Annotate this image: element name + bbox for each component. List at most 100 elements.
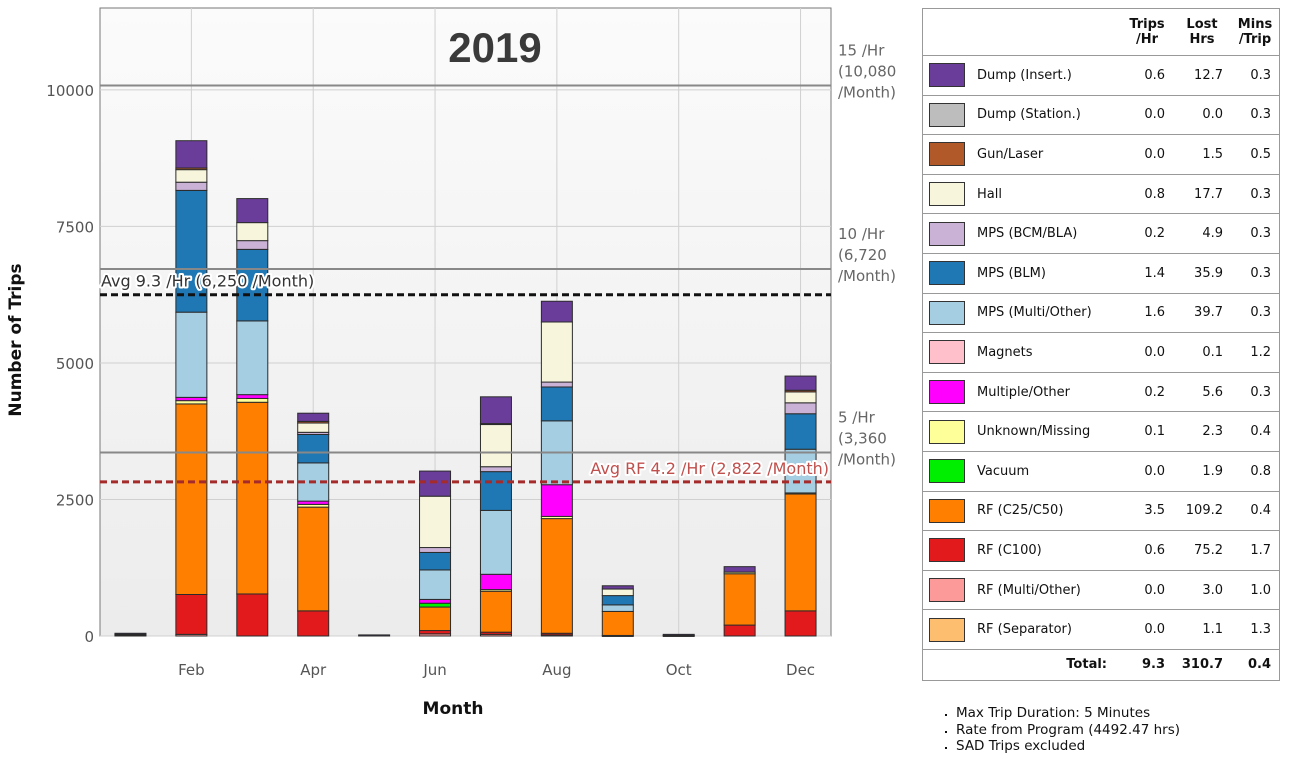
legend-row: MPS (BCM/BLA) 0.2 4.9 0.3: [922, 213, 1280, 254]
bar-segment: [601, 595, 634, 606]
bar-segment: [479, 423, 512, 468]
legend-row: Vacuum 0.0 1.9 0.8: [922, 450, 1280, 492]
bar-segment: [175, 140, 208, 169]
bar-segment: [297, 422, 330, 433]
total-trips-hr: 9.3: [1121, 648, 1173, 681]
legend-trips-hr: 0.1: [1121, 411, 1173, 452]
bar-segment: [175, 181, 208, 191]
legend-trips-hr: 0.0: [1121, 609, 1173, 650]
legend-row: MPS (BLM) 1.4 35.9 0.3: [922, 252, 1280, 294]
bar-segment: [723, 566, 756, 573]
bar-segment: [175, 311, 208, 398]
legend-lost-hrs: 3.0: [1173, 569, 1231, 611]
x-tick-label: Oct: [666, 661, 692, 679]
notes: Max Trip Duration: 5 Minutes Rate from P…: [936, 705, 1180, 755]
total-label: Total:: [922, 648, 1121, 681]
bar-segment: [540, 381, 573, 388]
legend-mins-trip: 0.3: [1231, 94, 1280, 136]
bar-segment: [784, 391, 817, 404]
bar-segment: [419, 569, 452, 600]
legend-lost-hrs: 1.1: [1173, 609, 1231, 650]
bar-segment: [540, 300, 573, 323]
bar-segment: [236, 593, 269, 637]
threshold-label: 15 /Hr: [838, 42, 885, 60]
bar-segment: [236, 222, 269, 242]
legend-category: MPS (BLM): [971, 252, 1121, 294]
legend-trips-hr: 0.6: [1121, 55, 1173, 96]
legend-lost-hrs: 1.5: [1173, 134, 1231, 175]
note-item: Max Trip Duration: 5 Minutes: [956, 705, 1180, 722]
legend-category: MPS (Multi/Other): [971, 292, 1121, 334]
legend-mins-trip: 1.2: [1231, 332, 1280, 373]
legend-category: Hall: [971, 173, 1121, 215]
legend-swatch: [929, 221, 965, 246]
bar-segment: [175, 169, 208, 183]
bar-segment: [236, 240, 269, 250]
legend-category: Vacuum: [971, 450, 1121, 492]
legend-category: RF (C25/C50): [971, 490, 1121, 532]
bar-segment: [479, 466, 512, 473]
bar-segment: [784, 493, 817, 612]
x-tick-label: Jun: [422, 661, 446, 679]
axes: 0 2500 5000 7500 10000 Feb Apr Jun Aug Oct Dec: [46, 82, 815, 679]
legend-swatch: [929, 340, 965, 365]
legend-row: Multiple/Other 0.2 5.6 0.3: [922, 371, 1280, 413]
bar-segment: [419, 606, 452, 632]
legend-mins-trip: 0.3: [1231, 55, 1280, 96]
legend-lost-hrs: 39.7: [1173, 292, 1231, 334]
bar-segment: [236, 401, 269, 595]
legend-category: Magnets: [971, 332, 1121, 373]
legend-swatch-cell: [922, 609, 971, 650]
legend-table-container: Trips /Hr Lost Hrs Mins /Trip Dump (Inse…: [922, 8, 1280, 681]
y-tick-label: 10000: [46, 82, 94, 100]
bar-segment: [236, 397, 269, 403]
threshold-label: /Month): [838, 84, 896, 102]
note-item: Rate from Program (4492.47 hrs): [956, 722, 1180, 739]
bar-segment: [479, 396, 512, 425]
legend-header-row: Trips /Hr Lost Hrs Mins /Trip: [922, 8, 1280, 56]
bar-segment: [297, 506, 330, 612]
legend-trips-hr: 0.8: [1121, 173, 1173, 215]
bar-segment: [601, 610, 634, 636]
bar-segment: [723, 573, 756, 626]
bar-segment: [723, 624, 756, 637]
legend-trips-hr: 0.6: [1121, 530, 1173, 571]
legend-category: Dump (Station.): [971, 94, 1121, 136]
legend-category: Multiple/Other: [971, 371, 1121, 413]
legend-swatch: [929, 63, 965, 88]
legend-swatch-cell: [922, 252, 971, 294]
legend-mins-trip: 0.3: [1231, 292, 1280, 334]
legend-swatch-cell: [922, 411, 971, 452]
notes-list: Max Trip Duration: 5 Minutes Rate from P…: [936, 705, 1180, 755]
legend-swatch-cell: [922, 173, 971, 215]
legend-mins-trip: 0.3: [1231, 371, 1280, 413]
bar-segment: [540, 321, 573, 383]
y-tick-label: 0: [84, 628, 94, 646]
header-trips-hr: Trips /Hr: [1121, 8, 1173, 56]
legend-swatch-cell: [922, 371, 971, 413]
y-axis-label: Number of Trips: [6, 263, 26, 416]
bar-segment: [419, 470, 452, 497]
legend-swatch-cell: [922, 530, 971, 571]
chart-title: 2019: [448, 24, 541, 71]
legend-swatch: [929, 617, 965, 642]
legend-swatch-cell: [922, 569, 971, 611]
total-row: Total: 9.3 310.7 0.4: [922, 648, 1280, 681]
legend-row: Unknown/Missing 0.1 2.3 0.4: [922, 411, 1280, 452]
legend-swatch-cell: [922, 213, 971, 254]
legend-swatch: [929, 578, 965, 603]
legend-trips-hr: 3.5: [1121, 490, 1173, 532]
legend-swatch-cell: [922, 292, 971, 334]
bar-segment: [784, 402, 817, 415]
legend-swatch: [929, 142, 965, 167]
legend-trips-hr: 1.4: [1121, 252, 1173, 294]
header-swatch: [922, 8, 971, 56]
header-mins-trip: Mins /Trip: [1231, 8, 1280, 56]
legend-swatch: [929, 300, 965, 325]
y-tick-label: 7500: [56, 218, 94, 236]
total-lost-hrs: 310.7: [1173, 648, 1231, 681]
legend-category: Dump (Insert.): [971, 55, 1121, 96]
bar-segment: [419, 547, 452, 553]
legend-trips-hr: 0.0: [1121, 94, 1173, 136]
legend-category: Unknown/Missing: [971, 411, 1121, 452]
